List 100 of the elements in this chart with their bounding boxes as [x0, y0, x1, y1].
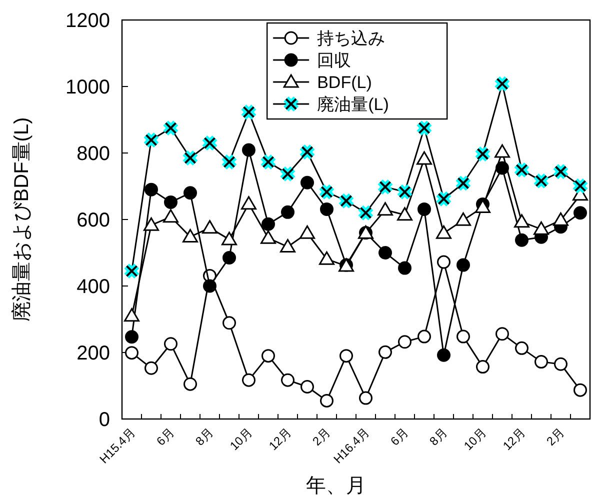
- point: [574, 206, 587, 220]
- point: [182, 229, 198, 243]
- y-tick-label: 1200: [66, 10, 110, 32]
- point: [124, 308, 140, 322]
- x-tick-label: 8月: [192, 425, 216, 448]
- point: [260, 230, 276, 244]
- point: [456, 258, 470, 272]
- point: [202, 220, 218, 234]
- point: [184, 186, 197, 200]
- point: [474, 146, 492, 162]
- point: [320, 202, 334, 216]
- point: [476, 360, 490, 374]
- point: [376, 178, 394, 196]
- point: [515, 341, 528, 355]
- point: [396, 183, 414, 200]
- point: [554, 357, 568, 371]
- point: [378, 345, 392, 359]
- point: [514, 214, 530, 228]
- y-tick-label: 800: [76, 143, 110, 165]
- point: [222, 232, 237, 246]
- point: [416, 151, 432, 165]
- point: [340, 349, 353, 363]
- point: [435, 190, 452, 208]
- point: [162, 120, 180, 137]
- legend-label: 持ち込み: [317, 29, 386, 48]
- y-tick-label: 1000: [66, 76, 110, 98]
- legend-label: BDF(L): [317, 73, 372, 92]
- point: [222, 316, 236, 330]
- point: [397, 207, 412, 221]
- point: [142, 132, 160, 149]
- point: [222, 250, 236, 264]
- point: [494, 144, 510, 158]
- point: [281, 205, 294, 219]
- x-tick-label: 10月: [227, 425, 255, 454]
- point: [416, 120, 433, 137]
- point: [553, 212, 568, 226]
- point: [298, 144, 316, 161]
- point: [456, 330, 470, 344]
- point: [496, 327, 509, 341]
- y-tick-label: 200: [76, 342, 110, 364]
- point: [220, 153, 238, 170]
- y-tick-label: 600: [76, 210, 110, 232]
- x-tick-label: 8月: [426, 425, 450, 448]
- x-tick-label: 6月: [388, 425, 411, 448]
- point: [359, 391, 372, 405]
- point: [494, 75, 511, 92]
- point: [300, 176, 314, 190]
- point: [144, 361, 158, 375]
- point: [318, 183, 336, 200]
- y-tick-label: 0: [98, 409, 110, 431]
- x-tick-label: 10月: [461, 425, 489, 454]
- y-tick-label: 400: [76, 276, 110, 298]
- point: [125, 346, 138, 360]
- x-tick-label: 2月: [310, 425, 333, 448]
- point: [534, 355, 548, 369]
- point: [300, 225, 315, 239]
- x-axis-title: 年、月: [306, 475, 366, 495]
- point: [574, 383, 587, 397]
- point: [572, 177, 589, 194]
- point: [378, 246, 392, 260]
- point: [532, 172, 550, 190]
- point: [163, 209, 178, 223]
- point: [319, 251, 334, 265]
- point: [279, 165, 296, 182]
- x-tick-label: 12月: [266, 425, 294, 454]
- point: [437, 348, 450, 362]
- point: [184, 377, 197, 391]
- y-axis-title: 廃油量およびBDF量(L): [11, 117, 33, 322]
- point: [201, 134, 218, 152]
- point: [262, 349, 275, 363]
- point: [125, 330, 138, 344]
- point: [320, 394, 334, 408]
- point: [144, 182, 158, 196]
- point: [454, 174, 472, 192]
- point: [456, 212, 471, 226]
- point: [398, 261, 412, 275]
- point: [281, 373, 294, 387]
- point: [280, 239, 296, 253]
- point: [436, 225, 452, 239]
- legend-label: 回収: [317, 51, 352, 70]
- point: [338, 192, 355, 210]
- point: [398, 335, 412, 349]
- point: [262, 217, 275, 231]
- point: [123, 262, 140, 280]
- point: [164, 195, 178, 209]
- point: [418, 330, 431, 344]
- point: [144, 217, 159, 231]
- point: [357, 204, 374, 222]
- point: [260, 153, 277, 170]
- point: [164, 337, 178, 351]
- point: [513, 161, 530, 178]
- point: [203, 279, 216, 293]
- point: [240, 104, 258, 121]
- point: [182, 149, 199, 166]
- point: [242, 373, 256, 387]
- point: [242, 143, 256, 157]
- x-tick-label: 12月: [500, 425, 528, 454]
- point: [378, 202, 393, 216]
- x-tick-label: 2月: [544, 425, 567, 448]
- legend-label: 廃油量(L): [317, 95, 389, 114]
